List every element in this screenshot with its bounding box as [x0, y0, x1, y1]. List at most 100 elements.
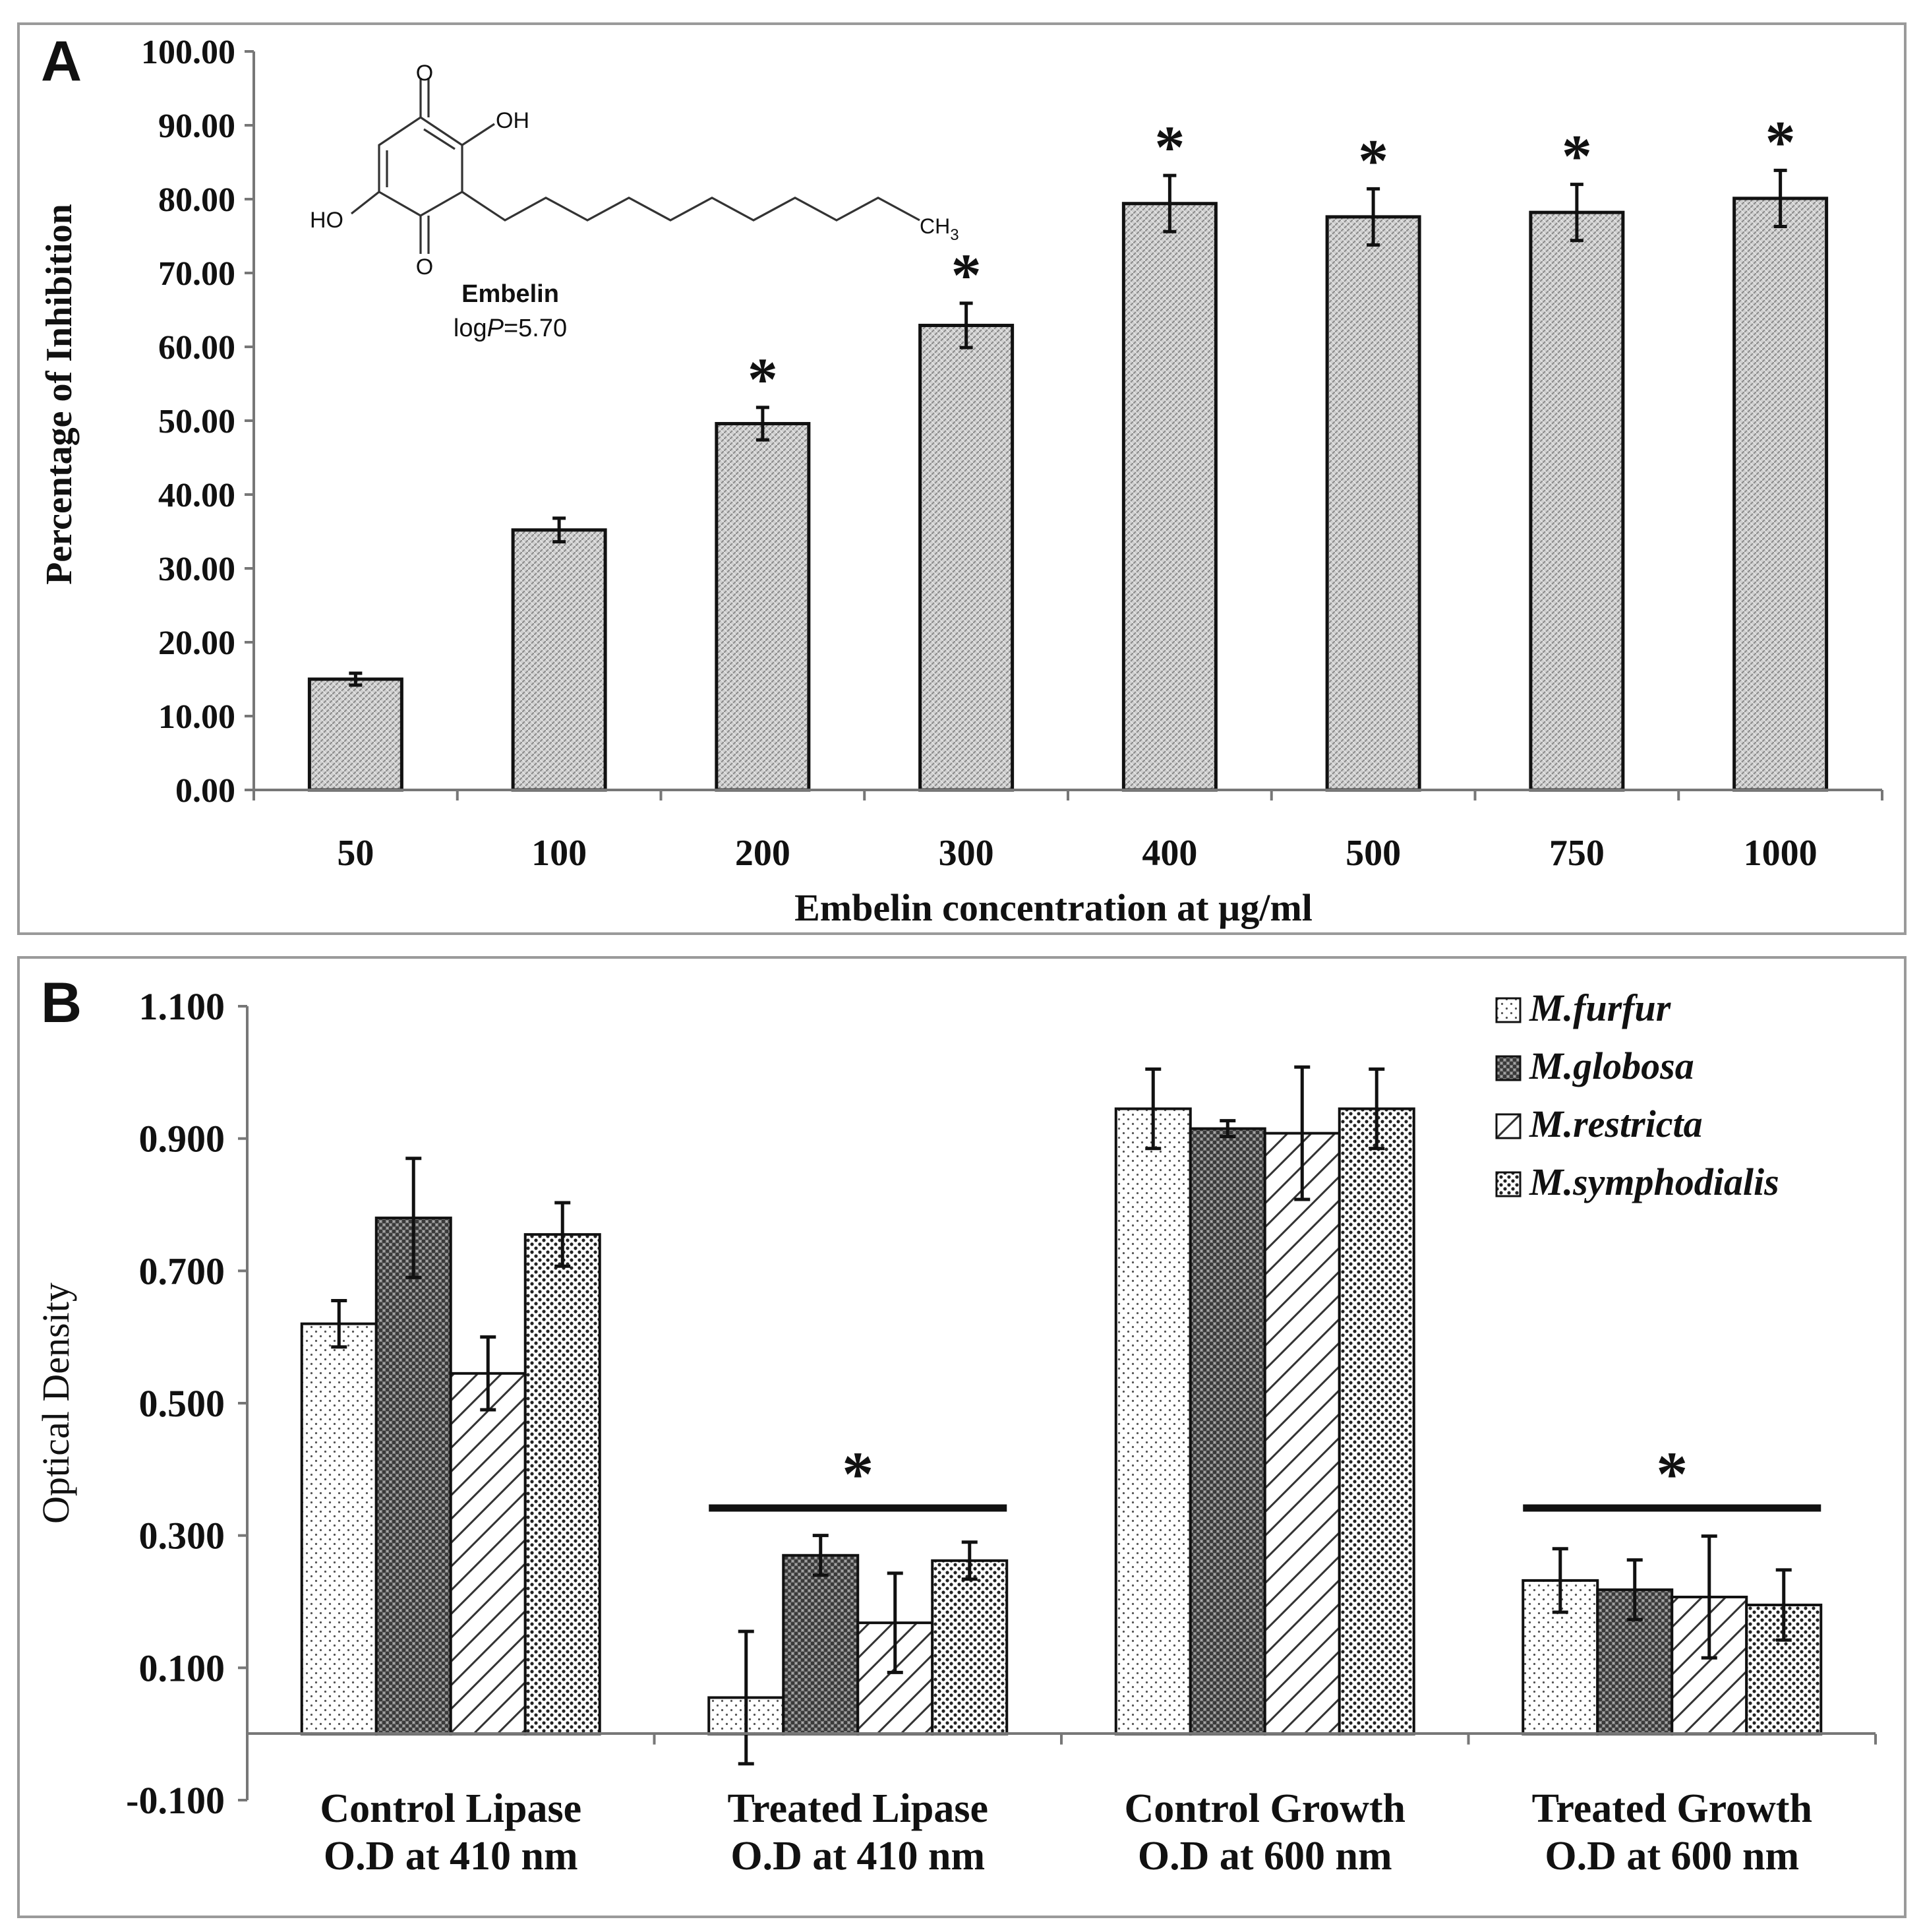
a-bar — [715, 421, 811, 792]
b-x-tick-label: O.D at 600 nm — [1545, 1834, 1799, 1879]
atom-ho-left: HO — [310, 208, 343, 233]
a-y-tick-label: 80.00 — [158, 181, 235, 219]
a-bars — [307, 196, 1829, 792]
a-x-tick-label: 400 — [1142, 833, 1197, 874]
a-x-tick-label: 100 — [531, 833, 587, 874]
a-y-tick-label: 60.00 — [158, 329, 235, 367]
a-x-tick-label: 500 — [1346, 833, 1401, 874]
a-y-tick-label: 20.00 — [158, 624, 235, 662]
a-significance-star: * — [951, 241, 982, 309]
legend-swatch — [1495, 1171, 1522, 1197]
atom-ch-subscript: 3 — [950, 226, 959, 244]
atom-o-top: O — [416, 61, 433, 86]
chart-a: A 0.00 10.00 20.00 30.00 40.00 50.00 60.00 70.0… — [39, 30, 1883, 929]
b-x-tick-label: Control Growth — [1124, 1786, 1405, 1831]
embelin-structure: O OH HO O CH3 Embelin logP=5.70 — [310, 61, 959, 342]
b-y-tick-label: 1.100 — [139, 985, 225, 1028]
b-y-tick-label: 0.300 — [139, 1515, 225, 1557]
a-y-tick-label: 70.00 — [158, 255, 235, 293]
a-bar — [1732, 196, 1829, 792]
b-y-tick-label: -0.100 — [126, 1779, 225, 1822]
a-x-tick-label: 750 — [1549, 833, 1605, 874]
b-y-axis-label: Optical Density — [34, 1283, 77, 1524]
a-significance-star: * — [1154, 113, 1185, 181]
chart-b: B -0.100 0.100 0.300 0.500 0.700 0.900 1.100 *… — [34, 971, 1877, 1879]
a-significance-star: * — [1765, 108, 1796, 175]
b-bar — [1338, 1107, 1415, 1736]
legend-swatch — [1495, 1055, 1522, 1081]
atom-ch3: CH3 — [920, 214, 959, 244]
b-bars — [300, 1107, 1823, 1736]
a-x-tick-label: 300 — [939, 833, 994, 874]
b-x-tick-label: Treated Lipase — [727, 1786, 988, 1831]
b-bar — [782, 1554, 860, 1736]
b-bar — [1189, 1127, 1266, 1736]
logp-symbol: P — [487, 315, 504, 342]
legend-label: M.symphodialis — [1529, 1161, 1779, 1203]
b-significance-star: * — [1656, 1439, 1688, 1509]
b-y-tick-label: 0.900 — [139, 1118, 225, 1161]
b-x-tick-label: O.D at 600 nm — [1138, 1834, 1392, 1879]
a-bar — [1529, 210, 1625, 792]
b-x-tick-label: O.D at 410 nm — [324, 1834, 578, 1879]
a-significance-star: * — [1562, 123, 1592, 190]
a-significance: * * * * * * — [748, 108, 1796, 413]
b-bar — [931, 1559, 1009, 1736]
a-y-tick-label: 0.00 — [175, 772, 235, 810]
b-significance-star: * — [842, 1439, 873, 1509]
compound-logp: logP=5.70 — [454, 315, 567, 342]
b-significance: * * — [709, 1439, 1821, 1512]
b-bar — [374, 1217, 452, 1736]
b-bar — [1263, 1132, 1341, 1736]
a-y-axis-label: Percentage of Inhibition — [39, 204, 80, 585]
atom-o-bottom: O — [416, 255, 433, 280]
atom-ch: CH — [920, 214, 950, 238]
a-significance-star: * — [1358, 127, 1388, 194]
b-y-tick-label: 0.700 — [139, 1250, 225, 1292]
panel-a-label: A — [41, 30, 82, 93]
b-x-tick-label: Treated Growth — [1532, 1786, 1812, 1831]
a-bar — [511, 528, 607, 792]
a-y-tick-label: 90.00 — [158, 107, 235, 145]
b-error-bars — [331, 1065, 1792, 1766]
logp-prefix: log — [454, 315, 487, 342]
b-legend: M.furfur M.globosa M.restricta M.symphodial… — [1495, 986, 1779, 1203]
a-error-bars — [349, 168, 1787, 687]
b-y-tick-label: 0.100 — [139, 1646, 225, 1689]
b-bar — [523, 1233, 601, 1736]
b-y-axis-ticks: -0.100 0.100 0.300 0.500 0.700 0.900 1.100 — [126, 985, 247, 1822]
a-x-axis-ticks: 50 100 200 300 400 500 750 1000 — [252, 790, 1883, 874]
atom-oh-right: OH — [496, 108, 529, 133]
a-y-tick-label: 10.00 — [158, 698, 235, 736]
panel-b-label: B — [41, 971, 82, 1035]
compound-name: Embelin — [461, 280, 559, 308]
a-y-tick-label: 30.00 — [158, 551, 235, 588]
legend-swatch — [1495, 997, 1522, 1023]
a-bar — [1121, 202, 1218, 792]
b-y-tick-label: 0.500 — [139, 1382, 225, 1425]
a-y-tick-label: 50.00 — [158, 403, 235, 440]
a-bar — [1325, 215, 1421, 792]
a-x-tick-label: 1000 — [1744, 833, 1818, 874]
legend-swatch — [1495, 1113, 1522, 1139]
a-bar — [918, 324, 1015, 792]
logp-value: =5.70 — [504, 315, 567, 342]
a-y-axis-ticks: 0.00 10.00 20.00 30.00 40.00 50.00 60.00 70.00 8… — [141, 34, 254, 810]
a-significance-star: * — [748, 346, 778, 413]
a-bar — [307, 677, 403, 792]
b-x-tick-label: O.D at 410 nm — [730, 1834, 985, 1879]
a-y-tick-label: 40.00 — [158, 477, 235, 514]
b-x-tick-label: Control Lipase — [320, 1786, 581, 1831]
a-y-tick-label: 100.00 — [141, 34, 235, 71]
a-x-tick-label: 200 — [735, 833, 790, 874]
legend-label: M.furfur — [1529, 986, 1671, 1029]
b-bar — [300, 1322, 378, 1736]
b-bar — [1114, 1107, 1192, 1736]
legend-label: M.globosa — [1529, 1044, 1694, 1087]
a-x-tick-label: 50 — [337, 833, 374, 874]
b-bar — [449, 1372, 527, 1736]
a-x-axis-label: Embelin concentration at µg/ml — [794, 886, 1313, 929]
legend-label: M.restricta — [1529, 1102, 1703, 1145]
